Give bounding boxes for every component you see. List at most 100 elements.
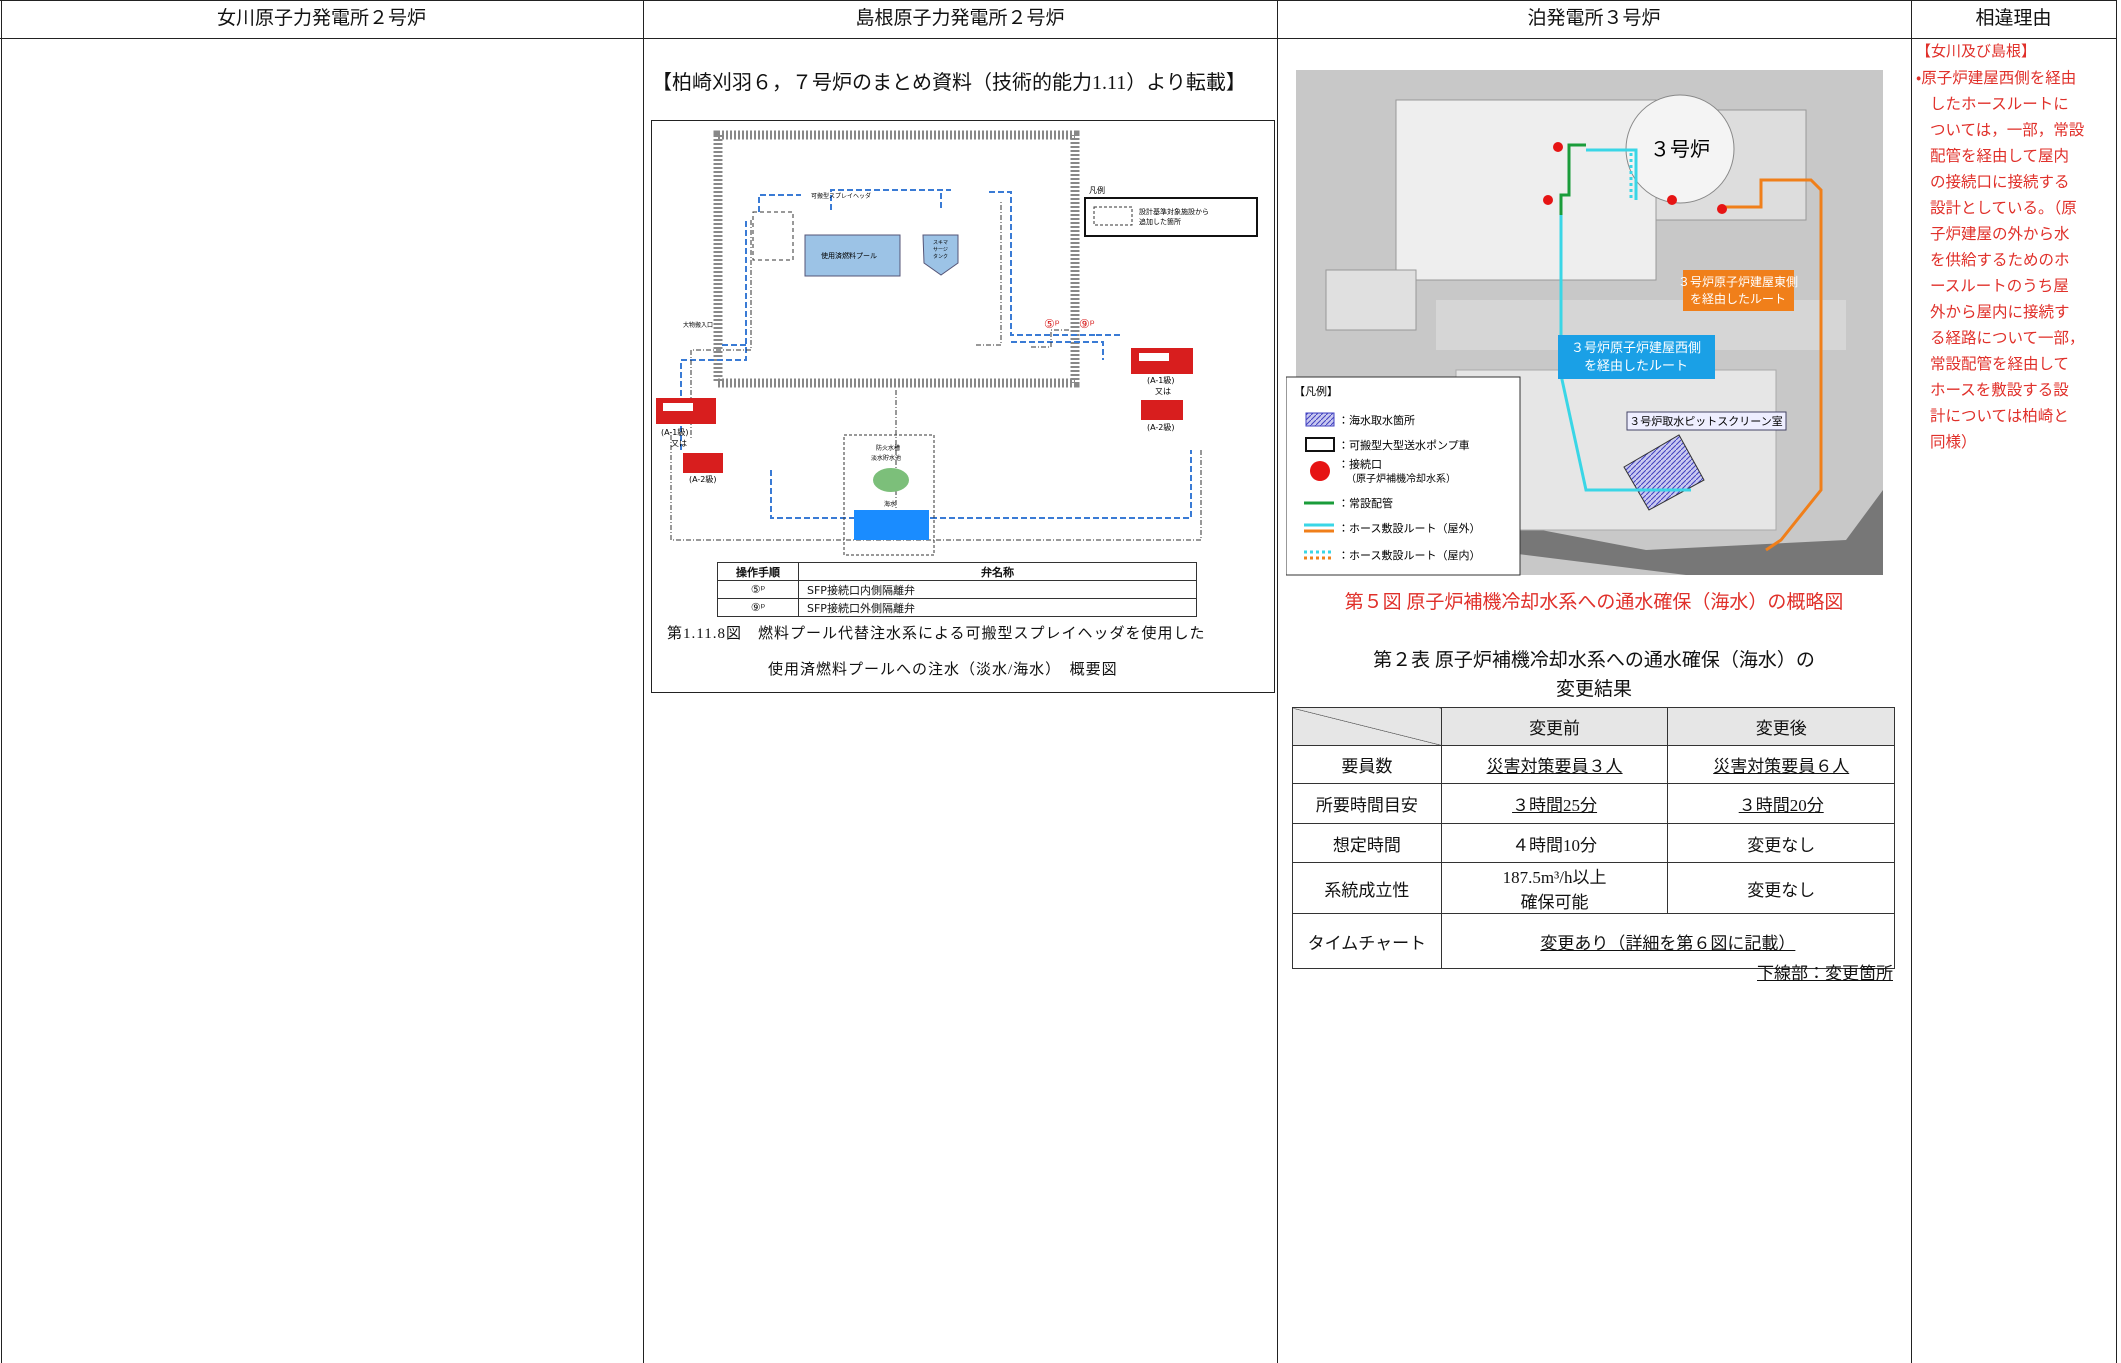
legend-item: ：ホース敷設ルート（屋外） xyxy=(1338,521,1480,535)
row: 所要時間目安 ３時間25分 ３時間20分 xyxy=(1292,783,1895,824)
cell: 想定時間 xyxy=(1292,823,1442,863)
row: ⑤ᵖ SFP接続口内側隔離弁 xyxy=(717,580,1197,599)
reason-text: ・原子炉建屋西側を経由 したホースルートに ついては，一部，常設 配管を経由して屋内の… xyxy=(1916,66,2085,456)
border xyxy=(643,0,644,1363)
legend-title: 凡例 xyxy=(1089,185,1105,195)
reason-line: ースルートのうち屋 xyxy=(1930,278,2069,295)
cell: 系統成立性 xyxy=(1292,862,1442,914)
column-header: 女川原子力発電所２号炉 xyxy=(0,0,643,39)
label: 又は xyxy=(1155,387,1171,396)
change-table: 変更前 変更後 要員数 災害対策要員３人 災害対策要員６人 所要時間目安 ３時間25分 ３時間… xyxy=(1292,707,1896,969)
map-label: ３号炉 xyxy=(1650,137,1710,161)
label: (A-1級) xyxy=(1147,375,1175,385)
reason-line: を供給するためのホ xyxy=(1930,252,2070,269)
reason-line: 常設配管を経由して xyxy=(1930,356,2070,373)
row: ⑨ᵖ SFP接続口外側隔離弁 xyxy=(717,598,1197,617)
map-label: ３号炉原子炉建屋西側 xyxy=(1571,341,1701,356)
reason-line: の接続口に接続する xyxy=(1930,174,2070,191)
map: ３号炉 ３号炉原子炉建屋東側 を経由したルート ３号炉原子炉建屋西側 を経由した… xyxy=(1286,70,1883,576)
reason-line: ・原子炉建屋西側を経由 xyxy=(1916,70,2077,87)
label: 淡水貯水池 xyxy=(871,454,901,462)
label: タンク xyxy=(933,253,948,260)
cell: ⑤ᵖ xyxy=(717,580,799,599)
cell: 変更なし xyxy=(1667,862,1895,914)
border xyxy=(2116,0,2117,1363)
caption: 第1.11.8図 燃料プール代替注水系による可搬型スプレイヘッダを使用した xyxy=(667,626,1206,642)
caption: 使用済燃料プールへの注水（淡水/海水） 概要図 xyxy=(768,662,1118,678)
reason-line: したホースルートに xyxy=(1930,96,2069,113)
reason-line: 配管を経由して屋内 xyxy=(1930,148,2070,165)
legend-item: ：可搬型大型送水ポンプ車 xyxy=(1338,438,1470,452)
label: (A-2級) xyxy=(689,474,717,484)
map-label: を経由したルート xyxy=(1584,359,1688,374)
label: ⑤ᵖ xyxy=(1044,317,1060,331)
header-cell: 操作手順 xyxy=(717,562,799,581)
row: 系統成立性 187.5m³/h以上 確保可能 変更なし xyxy=(1292,862,1895,914)
label: ⑨ᵖ xyxy=(1079,317,1095,331)
legend-item: ：海水取水箇所 xyxy=(1338,413,1415,427)
diagonal-cell xyxy=(1292,707,1442,746)
diagram: 凡例 設計基準対象施設から 追加した箇所 使用済燃料プール 可搬型スプレイヘッダ… xyxy=(656,130,1258,556)
legend-item: （原子炉補機冷却水系） xyxy=(1346,472,1456,485)
header-cell: 変更前 xyxy=(1440,707,1669,746)
border xyxy=(0,0,2117,1)
border xyxy=(1911,0,1912,1363)
cell: ３時間25分 xyxy=(1440,783,1669,824)
row: 変更前 変更後 xyxy=(1292,707,1895,746)
map-label: を経由したルート xyxy=(1690,292,1786,306)
column-header: 相違理由 xyxy=(1911,0,2116,39)
reason-line: 設計としている。（原 xyxy=(1930,200,2077,217)
row: 要員数 災害対策要員３人 災害対策要員６人 xyxy=(1292,745,1895,784)
legend-item: 設計基準対象施設から xyxy=(1139,207,1209,216)
label: 海水 xyxy=(884,500,896,508)
cell: 変更なし xyxy=(1667,823,1895,863)
header-cell: 変更後 xyxy=(1667,707,1895,746)
cell: ３時間20分 xyxy=(1667,783,1895,824)
header-cell: 弁名称 xyxy=(798,562,1197,581)
cell: 災害対策要員３人 xyxy=(1440,745,1669,784)
border xyxy=(1277,0,1278,1363)
map-label: ３号炉原子炉建屋東側 xyxy=(1678,275,1798,289)
legend-title: 【凡例】 xyxy=(1294,384,1338,398)
cell: タイムチャート xyxy=(1292,913,1442,969)
reason-line: ホースを敷設する設 xyxy=(1930,382,2069,399)
cell: ⑨ᵖ xyxy=(717,598,799,617)
cell: 187.5m³/h以上 確保可能 xyxy=(1440,862,1669,914)
legend-item: ：接続口 xyxy=(1338,457,1382,471)
row: タイムチャート 変更あり（詳細を第６図に記載） xyxy=(1292,913,1896,969)
figure-caption: 第５図 原子炉補機冷却水系への通水確保（海水）の概略図 xyxy=(1344,592,1844,613)
reason-line: ついては，一部，常設 xyxy=(1930,122,2085,139)
reason-line: 同様） xyxy=(1930,434,1977,451)
cell-line: 187.5m³/h以上 xyxy=(1502,868,1607,887)
label: 防火水槽 xyxy=(876,444,900,452)
cell: 所要時間目安 xyxy=(1292,783,1442,824)
label: (A-1級) xyxy=(661,427,689,437)
figure-frame xyxy=(651,120,1275,693)
cell: 災害対策要員６人 xyxy=(1667,745,1895,784)
legend-item: 追加した箇所 xyxy=(1139,217,1181,226)
cell: 変更あり（詳細を第６図に記載） xyxy=(1440,913,1896,969)
note: 【柏崎刈羽６，７号炉のまとめ資料（技術的能力1.11）より転載】 xyxy=(652,72,1246,94)
label: スキマ xyxy=(933,240,948,246)
map-label: ３号炉取水ピットスクリーン室 xyxy=(1629,415,1782,428)
label: 可搬型スプレイヘッダ xyxy=(811,192,871,200)
label: 又は xyxy=(671,439,687,448)
row: 操作手順 弁名称 xyxy=(717,562,1197,581)
table-title: 第２表 原子炉補機冷却水系への通水確保（海水）の xyxy=(1373,650,1815,671)
footnote: 下線部：変更箇所 xyxy=(1700,959,1893,984)
legend-item: ：常設配管 xyxy=(1338,496,1393,510)
cell: ４時間10分 xyxy=(1440,823,1669,863)
row: 想定時間 ４時間10分 変更なし xyxy=(1292,823,1895,863)
column-header: 島根原子力発電所２号炉 xyxy=(643,0,1277,39)
footnote: 下線部：変更箇所 xyxy=(1757,964,1893,983)
table-title: 変更結果 xyxy=(1555,679,1632,700)
reason-line: 子炉建屋の外から水 xyxy=(1930,226,2070,243)
label: サージ xyxy=(933,247,948,253)
cell: SFP接続口外側隔離弁 xyxy=(798,598,1197,617)
reason-line: 外から屋内に接続す xyxy=(1930,304,2070,321)
column-header: 泊発電所３号炉 xyxy=(1277,0,1911,39)
border xyxy=(1,0,2,1363)
label: 使用済燃料プール xyxy=(821,251,877,260)
reason-title: 【女川及び島根】 xyxy=(1916,44,2037,60)
